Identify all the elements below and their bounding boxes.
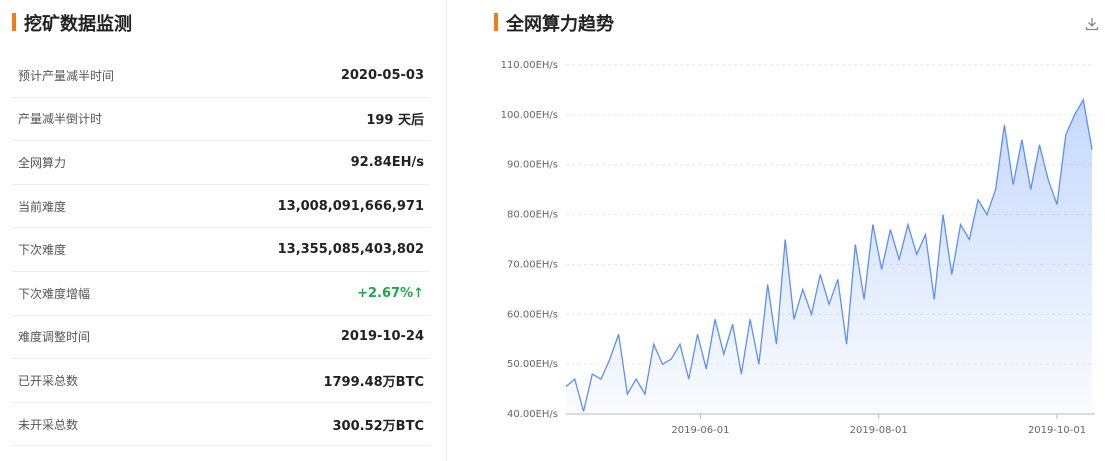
- stat-label: 未开采总数: [18, 417, 79, 432]
- y-tick-label: 40.00EH/s: [507, 409, 558, 420]
- stat-label: 当前难度: [18, 199, 67, 214]
- stat-value: +2.67%↑: [357, 285, 424, 301]
- stat-label: 预计产量减半时间: [18, 68, 115, 83]
- stat-row: 预计产量减半时间 2020-05-03: [12, 54, 430, 98]
- stat-row: 全网算力 92.84EH/s: [12, 141, 430, 185]
- download-button[interactable]: [1084, 16, 1100, 32]
- y-tick-label: 70.00EH/s: [507, 259, 558, 270]
- stat-value: 92.84EH/s: [350, 154, 424, 170]
- stat-value: 1799.48万BTC: [323, 374, 424, 390]
- stat-value: 13,355,085,403,802: [277, 242, 424, 258]
- x-tick-label: 2019-10-01: [1028, 425, 1086, 436]
- area: [566, 99, 1093, 415]
- y-tick-label: 100.00EH/s: [501, 110, 558, 121]
- stat-value: 2019-10-24: [340, 329, 424, 345]
- y-tick-label: 110.00EH/s: [501, 60, 558, 71]
- stat-row: 当前难度 13,008,091,666,971: [12, 185, 430, 229]
- stat-row: 下次难度 13,355,085,403,802: [12, 228, 430, 272]
- stat-label: 已开采总数: [18, 373, 79, 388]
- divider: [446, 0, 447, 461]
- y-tick-label: 60.00EH/s: [507, 309, 558, 320]
- stat-label: 下次难度: [18, 243, 67, 258]
- stat-label: 难度调整时间: [18, 330, 91, 345]
- stat-row: 难度调整时间 2019-10-24: [12, 316, 430, 360]
- stats-list: 预计产量减半时间 2020-05-03 产量减半倒计时 199 天后全网算力 92.84…: [12, 54, 430, 447]
- y-tick-label: 90.00EH/s: [507, 160, 558, 171]
- panel-title: 挖矿数据监测: [12, 10, 132, 36]
- stat-label: 产量减半倒计时: [18, 112, 103, 127]
- x-tick-label: 2019-06-01: [671, 425, 729, 436]
- hashrate-chart: 40.00EH/s 50.00EH/s 60.00EH/s 70.00EH/s 80.0…: [501, 60, 1095, 436]
- line: [565, 98, 1093, 412]
- stat-label: 下次难度增幅: [18, 286, 91, 301]
- mining-panel: 挖矿数据监测 预计产量减半时间 2020-05-03 产量减半倒计时 199 天后全网…: [0, 0, 430, 461]
- chart-title: 全网算力趋势: [494, 10, 614, 36]
- x-tick-label: 2019-08-01: [850, 425, 908, 436]
- stat-value: 2020-05-03: [340, 67, 424, 83]
- stat-value: 199 天后: [366, 113, 424, 129]
- stat-row: 已开采总数 1799.48万BTC: [12, 359, 430, 403]
- stat-label: 全网算力: [18, 155, 67, 170]
- stat-row: 未开采总数 300.52万BTC: [12, 403, 430, 447]
- stat-row: 产量减半倒计时 199 天后: [12, 98, 430, 142]
- y-tick-label: 50.00EH/s: [507, 359, 558, 370]
- y-tick-label: 80.00EH/s: [507, 210, 558, 221]
- stat-value: 13,008,091,666,971: [277, 198, 424, 214]
- stat-value: 300.52万BTC: [332, 418, 424, 434]
- stat-row: 下次难度增幅 +2.67%↑: [12, 272, 430, 316]
